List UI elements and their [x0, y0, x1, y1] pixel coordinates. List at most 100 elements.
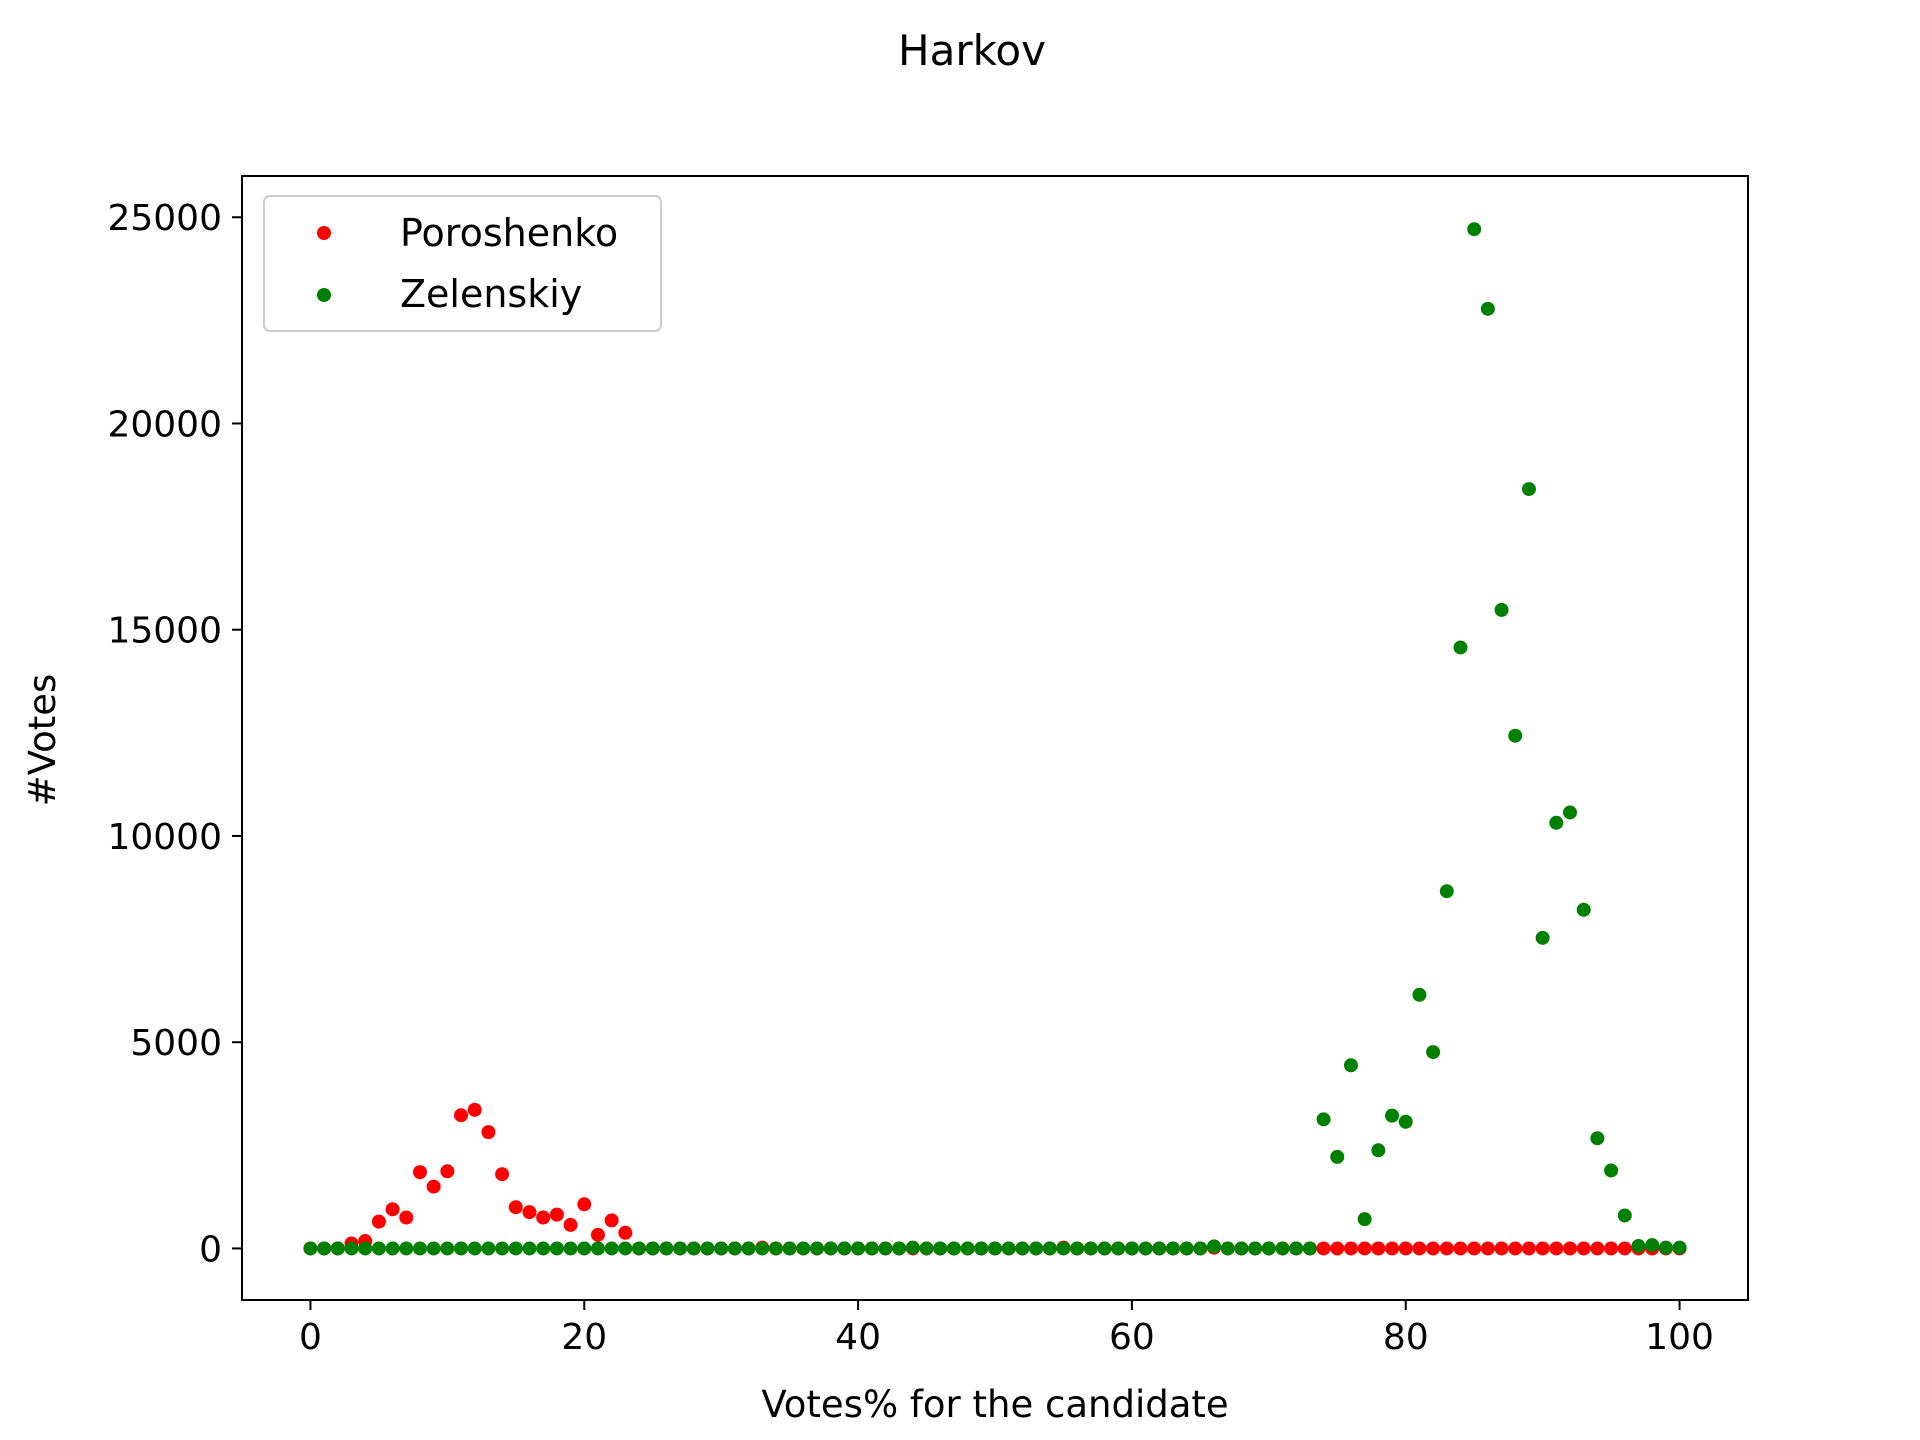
data-point-zelenskiy — [988, 1241, 1002, 1256]
data-point-zelenskiy — [1070, 1241, 1085, 1256]
data-point-zelenskiy — [1083, 1241, 1098, 1256]
data-point-zelenskiy — [1275, 1241, 1290, 1256]
data-point-poroshenko — [618, 1225, 633, 1240]
data-point-zelenskiy — [1056, 1241, 1071, 1256]
y-tick-label: 5000 — [130, 1023, 222, 1064]
data-point-zelenskiy — [1453, 640, 1468, 655]
chart-title: Harkov — [898, 26, 1046, 75]
data-point-zelenskiy — [1152, 1241, 1167, 1256]
data-point-zelenskiy — [1138, 1241, 1153, 1256]
data-point-poroshenko — [1330, 1241, 1345, 1256]
data-point-zelenskiy — [1330, 1149, 1345, 1164]
data-point-poroshenko — [1398, 1241, 1413, 1256]
data-point-poroshenko — [1385, 1241, 1400, 1256]
x-tick-label: 100 — [1645, 1317, 1714, 1358]
data-point-zelenskiy — [1439, 884, 1454, 899]
data-point-poroshenko — [1590, 1241, 1605, 1256]
data-point-poroshenko — [1480, 1241, 1495, 1256]
data-point-poroshenko — [1343, 1241, 1358, 1256]
data-point-zelenskiy — [618, 1241, 633, 1256]
data-point-poroshenko — [549, 1207, 564, 1222]
data-point-zelenskiy — [1494, 602, 1509, 617]
data-point-zelenskiy — [659, 1241, 674, 1256]
data-point-poroshenko — [440, 1164, 455, 1179]
data-point-zelenskiy — [536, 1241, 551, 1256]
legend-label-zelenskiy: Zelenskiy — [400, 272, 582, 316]
data-points — [303, 222, 1687, 1256]
y-axis: 0 5000 10000 15000 20000 25000 — [107, 198, 242, 1270]
data-point-zelenskiy — [1165, 1241, 1180, 1256]
data-point-poroshenko — [1617, 1241, 1632, 1256]
data-point-zelenskiy — [645, 1241, 660, 1256]
data-point-zelenskiy — [1672, 1240, 1687, 1255]
data-point-zelenskiy — [960, 1241, 975, 1256]
legend: Poroshenko Zelenskiy — [263, 195, 662, 332]
data-point-zelenskiy — [590, 1241, 605, 1256]
y-axis-label: #Votes — [21, 674, 64, 807]
data-point-zelenskiy — [1179, 1241, 1194, 1256]
data-point-zelenskiy — [741, 1241, 756, 1256]
data-point-poroshenko — [454, 1108, 469, 1123]
data-point-zelenskiy — [549, 1241, 564, 1256]
data-point-zelenskiy — [878, 1241, 893, 1256]
data-point-poroshenko — [508, 1200, 523, 1215]
data-point-zelenskiy — [358, 1241, 373, 1256]
data-point-zelenskiy — [823, 1241, 838, 1256]
legend-box — [263, 195, 662, 332]
data-point-zelenskiy — [495, 1241, 510, 1256]
data-point-zelenskiy — [1343, 1058, 1358, 1073]
data-point-zelenskiy — [303, 1241, 318, 1256]
data-point-zelenskiy — [371, 1241, 386, 1256]
data-point-zelenskiy — [1193, 1241, 1208, 1256]
data-point-poroshenko — [1521, 1241, 1536, 1256]
data-point-poroshenko — [371, 1214, 386, 1229]
data-point-zelenskiy — [563, 1241, 578, 1256]
y-tick-label: 15000 — [107, 611, 222, 652]
data-point-poroshenko — [412, 1165, 427, 1180]
data-point-poroshenko — [426, 1179, 441, 1194]
data-point-poroshenko — [1535, 1241, 1550, 1256]
data-point-zelenskiy — [768, 1241, 783, 1256]
y-tick-label: 20000 — [107, 404, 222, 445]
data-point-zelenskiy — [892, 1241, 907, 1256]
data-point-zelenskiy — [440, 1241, 455, 1256]
data-point-zelenskiy — [1535, 930, 1550, 945]
plot-area-frame — [241, 175, 1749, 1301]
data-point-zelenskiy — [1385, 1108, 1400, 1123]
data-point-zelenskiy — [974, 1241, 989, 1256]
x-tick-label: 20 — [561, 1317, 607, 1358]
data-point-zelenskiy — [714, 1241, 729, 1256]
x-tick-label: 80 — [1383, 1317, 1429, 1358]
data-point-zelenskiy — [1220, 1241, 1235, 1256]
data-point-poroshenko — [577, 1197, 592, 1212]
data-point-zelenskiy — [577, 1241, 592, 1256]
data-point-zelenskiy — [933, 1241, 948, 1256]
data-point-zelenskiy — [905, 1240, 920, 1255]
data-point-zelenskiy — [1302, 1241, 1317, 1256]
x-axis-label: Votes% for the candidate — [761, 1383, 1228, 1426]
data-point-zelenskiy — [344, 1241, 359, 1256]
data-point-zelenskiy — [946, 1241, 961, 1256]
data-point-poroshenko — [1453, 1241, 1468, 1256]
data-point-zelenskiy — [385, 1241, 400, 1256]
data-point-poroshenko — [536, 1210, 551, 1225]
data-point-zelenskiy — [700, 1241, 715, 1256]
data-point-poroshenko — [563, 1217, 578, 1232]
data-point-zelenskiy — [1371, 1143, 1386, 1158]
data-point-zelenskiy — [1590, 1131, 1605, 1146]
data-point-zelenskiy — [1316, 1112, 1331, 1127]
data-point-poroshenko — [399, 1210, 414, 1225]
data-point-zelenskiy — [522, 1241, 537, 1256]
data-point-zelenskiy — [1042, 1241, 1057, 1256]
data-point-poroshenko — [1371, 1241, 1386, 1256]
data-point-zelenskiy — [1111, 1241, 1126, 1256]
data-point-zelenskiy — [317, 1241, 332, 1256]
data-point-zelenskiy — [1261, 1241, 1276, 1256]
data-point-zelenskiy — [864, 1241, 879, 1256]
data-point-zelenskiy — [632, 1241, 647, 1256]
data-point-poroshenko — [590, 1227, 605, 1242]
data-point-zelenskiy — [1576, 902, 1591, 917]
data-point-zelenskiy — [1508, 728, 1523, 743]
data-point-zelenskiy — [1467, 222, 1482, 237]
data-point-zelenskiy — [399, 1241, 414, 1256]
